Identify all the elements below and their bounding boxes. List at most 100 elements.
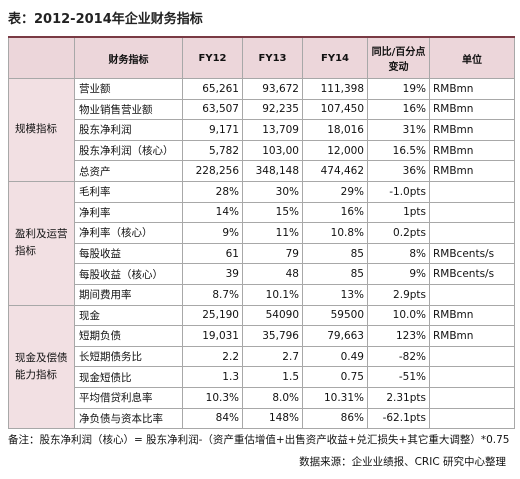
value-cell: 228,256 (182, 160, 243, 182)
header-cell: 财务指标 (74, 36, 183, 79)
unit-cell: RMBmn (429, 119, 515, 141)
row-label: 股东净利润 (74, 119, 183, 141)
unit-cell (429, 386, 515, 409)
table-row: 平均借贷利息率 10.3% 8.0% 10.31% 2.31pts (9, 386, 515, 409)
header-cell: 同比/百分点变动 (367, 36, 430, 79)
value-cell: 123% (367, 325, 430, 347)
unit-cell: RMBmn (429, 160, 515, 182)
value-cell: 0.75 (302, 366, 368, 388)
source: 数据来源：企业业绩报、CRIC 研究中心整理 (299, 456, 506, 468)
table-row: 现金短债比 1.3 1.5 0.75 -51% (9, 366, 515, 388)
value-cell: 2.31pts (367, 386, 430, 409)
value-cell: 85 (302, 242, 368, 265)
table-row: 净利率（核心） 9% 11% 10.8% 0.2pts (9, 222, 515, 244)
row-label: 现金 (74, 304, 183, 327)
header-cell (8, 36, 75, 79)
table-title: 表：2012-2014年企业财务指标 (8, 12, 203, 27)
value-cell: 31% (367, 119, 430, 141)
value-cell: -62.1pts (367, 407, 430, 430)
table-row: 股东净利润 9,171 13,709 18,016 31% RMBmn (9, 119, 515, 141)
value-cell: 14% (182, 201, 243, 224)
value-cell: 61 (182, 242, 243, 265)
value-cell: 63,507 (182, 98, 243, 121)
unit-cell: RMBmn (429, 98, 515, 121)
table-row: 每股收益（核心） 39 48 85 9% RMBcents/s (9, 263, 515, 285)
row-label: 物业销售营业额 (74, 98, 183, 121)
header-cell: FY13 (242, 36, 303, 79)
value-cell: 474,462 (302, 160, 368, 182)
header-cell: 单位 (429, 36, 515, 79)
row-label: 总资产 (74, 160, 183, 182)
table-row: 现金及偿债能力指标 现金 25,190 54090 59500 10.0% RMBmn (8, 304, 515, 430)
row-label: 平均借贷利息率 (74, 386, 183, 409)
value-cell: 28% (182, 180, 243, 203)
row-label: 营业额 (74, 78, 183, 100)
value-cell: 10.8% (302, 222, 368, 244)
unit-cell (429, 180, 515, 203)
row-label: 净利率（核心） (74, 222, 183, 244)
value-cell: 13% (302, 283, 368, 306)
group-label: 现金及偿债能力指标 (8, 304, 75, 430)
row-label: 现金短债比 (74, 366, 183, 388)
table-row: 短期负债 19,031 35,796 79,663 123% RMBmn (9, 325, 515, 347)
value-cell: 0.2pts (367, 222, 430, 244)
table-row: 净利率 14% 15% 16% 1pts (9, 201, 515, 224)
row-label: 每股收益（核心） (74, 263, 183, 285)
value-cell: 85 (302, 263, 368, 285)
value-cell: 19% (367, 78, 430, 100)
value-cell: 9,171 (182, 119, 243, 141)
value-cell: 13,709 (242, 119, 303, 141)
table-row: 净负债与资本比率 84% 148% 86% -62.1pts (9, 407, 515, 430)
value-cell: 2.2 (182, 345, 243, 368)
value-cell: 103,00 (242, 139, 303, 162)
value-cell: 59500 (302, 304, 368, 327)
table-row: 长短期债务比 2.2 2.7 0.49 -82% (9, 345, 515, 368)
value-cell: -82% (367, 345, 430, 368)
value-cell: 10.0% (367, 304, 430, 327)
value-cell: 348,148 (242, 160, 303, 182)
value-cell: 79,663 (302, 325, 368, 347)
value-cell: 2.7 (242, 345, 303, 368)
value-cell: 2.9pts (367, 283, 430, 306)
row-label: 毛利率 (74, 180, 183, 203)
value-cell: 16% (302, 201, 368, 224)
value-cell: 19,031 (182, 325, 243, 347)
unit-cell (429, 201, 515, 224)
group-label: 盈利及运营指标 (8, 180, 75, 306)
finance-table: 财务指标 FY12 FY13 FY14 同比/百分点变动 单位 规模指标 营业额 65,261… (8, 36, 515, 430)
value-cell: 1.5 (242, 366, 303, 388)
value-cell: 10.31% (302, 386, 368, 409)
value-cell: 39 (182, 263, 243, 285)
value-cell: 48 (242, 263, 303, 285)
value-cell: 54090 (242, 304, 303, 327)
value-cell: 15% (242, 201, 303, 224)
value-cell: -51% (367, 366, 430, 388)
note: 备注：股东净利润（核心）= 股东净利润-（资产重估增值+出售资产收益+兑汇损失+… (8, 434, 510, 446)
row-label: 长短期债务比 (74, 345, 183, 368)
value-cell: 93,672 (242, 78, 303, 100)
row-label: 净利率 (74, 201, 183, 224)
row-label: 净负债与资本比率 (74, 407, 183, 430)
value-cell: 1.3 (182, 366, 243, 388)
table-row: 每股收益 61 79 85 8% RMBcents/s (9, 242, 515, 265)
unit-cell (429, 366, 515, 388)
value-cell: 9% (367, 263, 430, 285)
value-cell: 0.49 (302, 345, 368, 368)
unit-cell: RMBcents/s (429, 242, 515, 265)
table-row: 股东净利润（核心） 5,782 103,00 12,000 16.5% RMBmn (9, 139, 515, 162)
group-label: 规模指标 (8, 78, 75, 182)
value-cell: 8.0% (242, 386, 303, 409)
value-cell: 8.7% (182, 283, 243, 306)
value-cell: 36% (367, 160, 430, 182)
value-cell: 25,190 (182, 304, 243, 327)
header-cell: FY14 (302, 36, 368, 79)
unit-cell (429, 222, 515, 244)
value-cell: 9% (182, 222, 243, 244)
header-row: 财务指标 FY12 FY13 FY14 同比/百分点变动 单位 (8, 36, 515, 79)
value-cell: 11% (242, 222, 303, 244)
unit-cell: RMBcents/s (429, 263, 515, 285)
unit-cell: RMBmn (429, 304, 515, 327)
unit-cell (429, 407, 515, 430)
value-cell: 65,261 (182, 78, 243, 100)
value-cell: 111,398 (302, 78, 368, 100)
